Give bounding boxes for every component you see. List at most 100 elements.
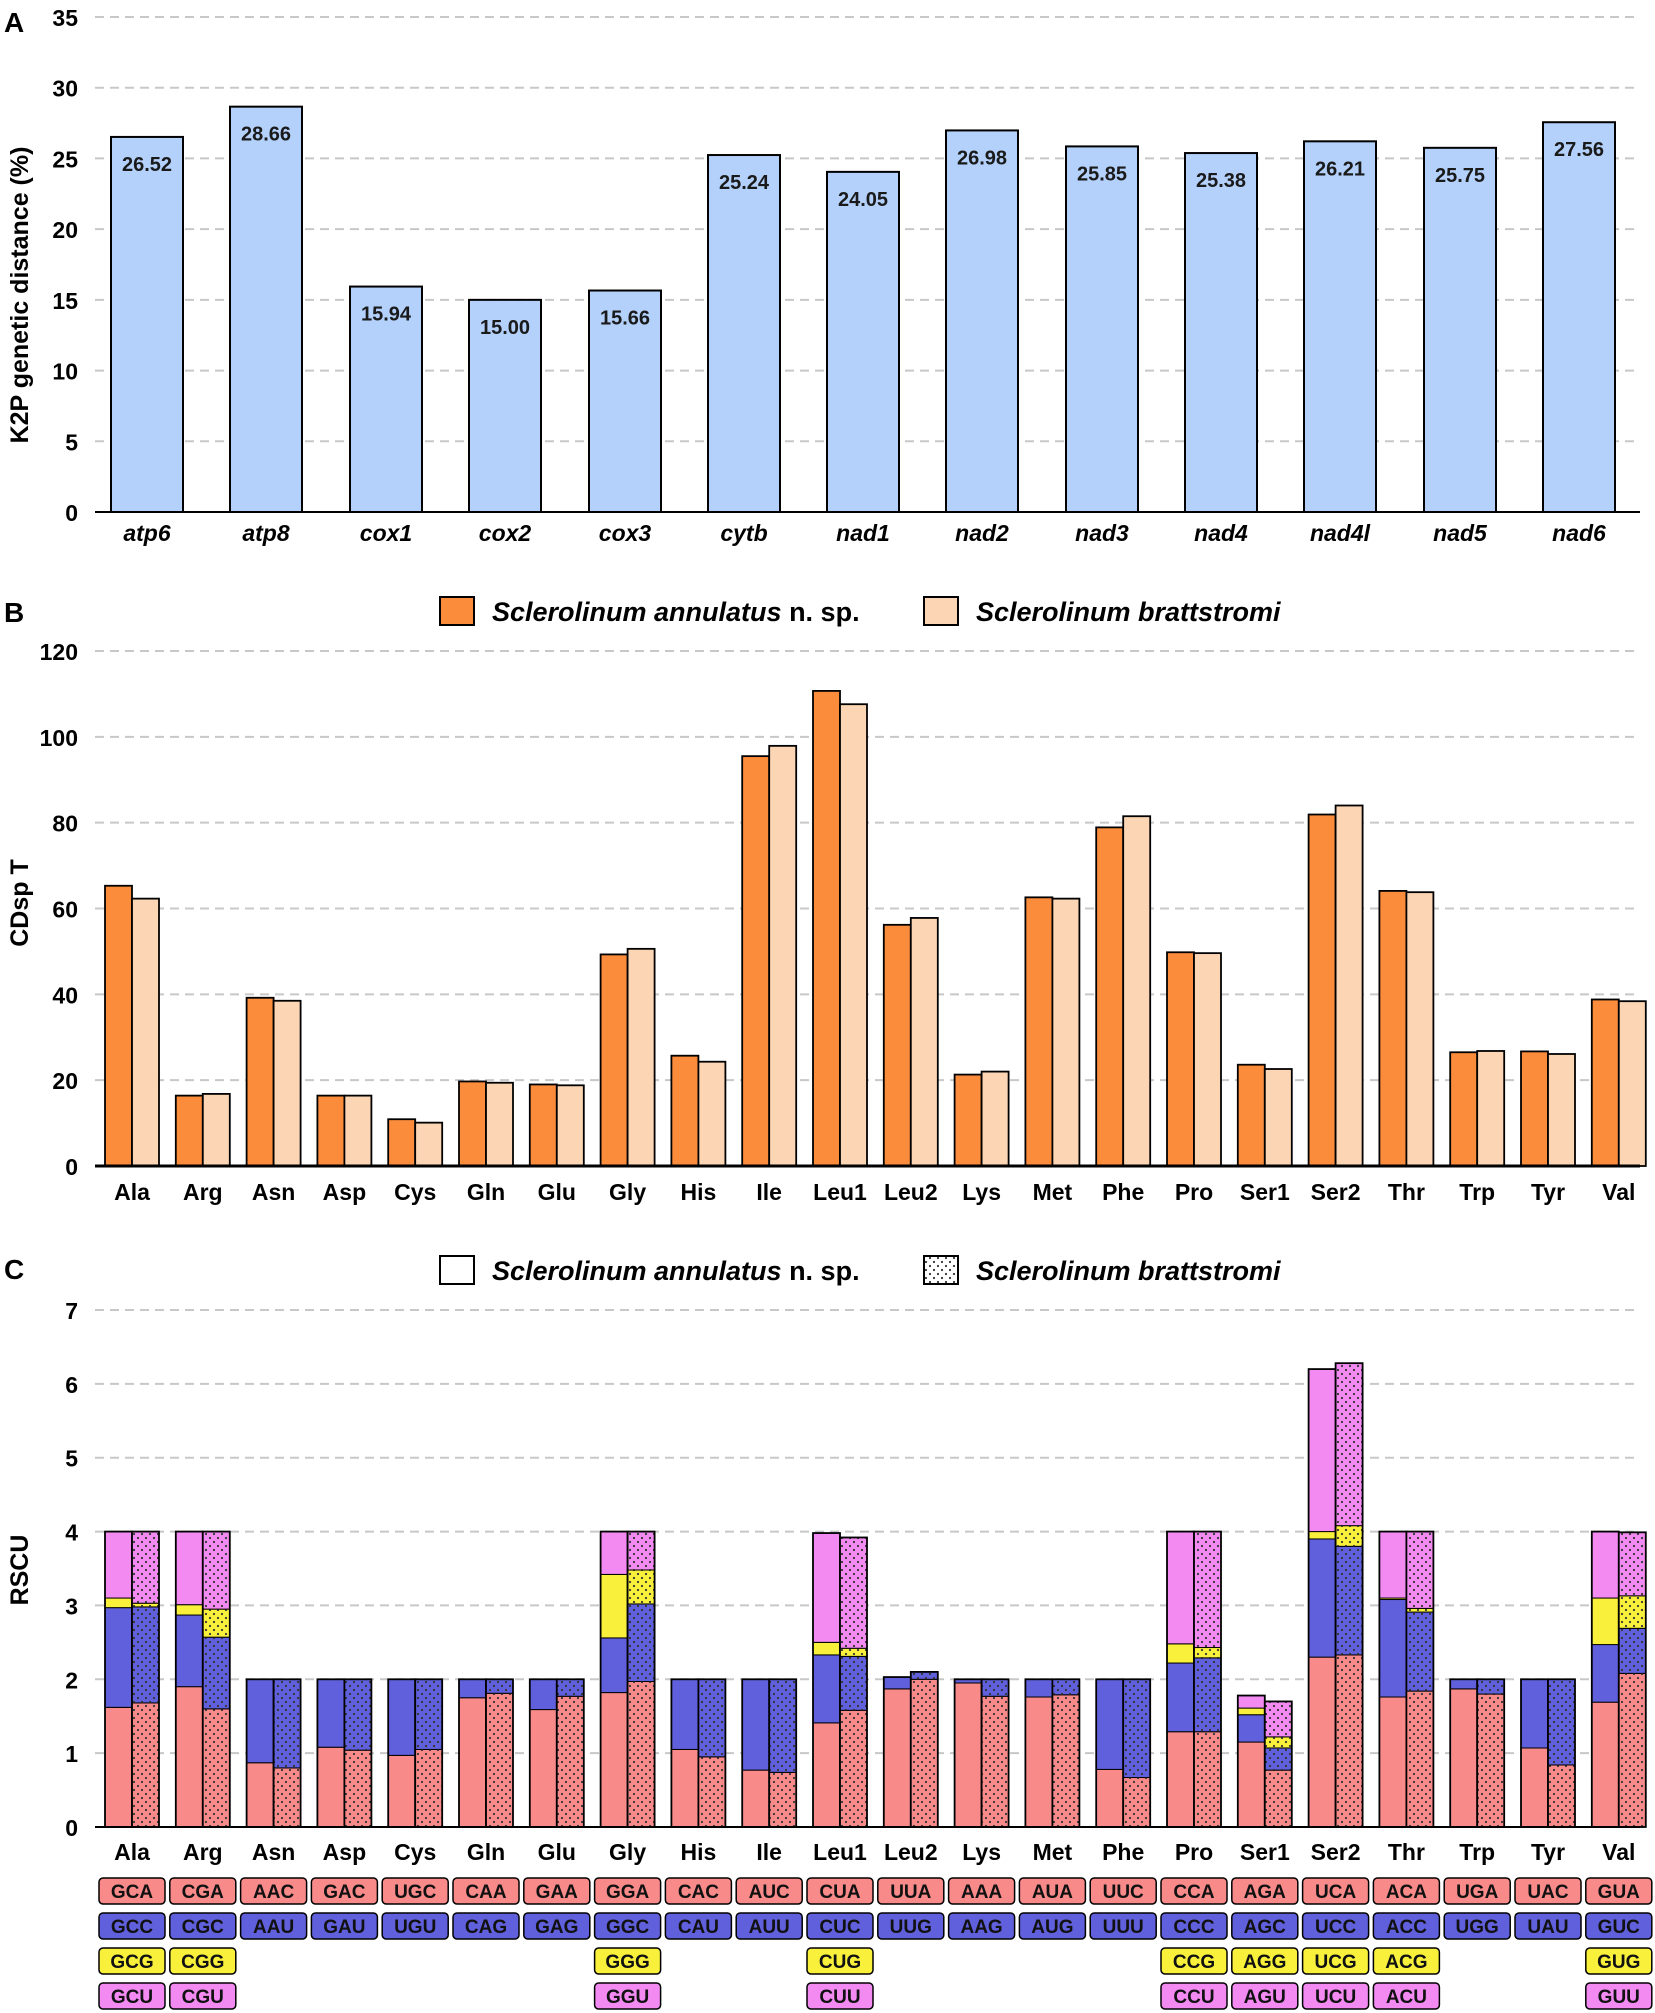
panel-a-x-tick: atp6 <box>123 520 171 546</box>
panel-b-bar <box>1476 1050 1506 1167</box>
codon-box-GAG <box>523 1912 591 1940</box>
codon-label: UCA <box>1315 1882 1356 1903</box>
panel-a-data-label: 15.66 <box>600 308 650 330</box>
codon-label: UUA <box>890 1882 931 1903</box>
panel-b-bar <box>1166 951 1195 1167</box>
panel-c-y-tick: 3 <box>65 1593 78 1619</box>
panel-b-bar <box>768 744 798 1167</box>
panel-b-y-tick-labels: 0 20 40 60 80 100 120 <box>40 639 78 1180</box>
panel-b-x-tick: Asn <box>252 1179 295 1205</box>
panel-c-segment-UCA <box>1308 1656 1337 1828</box>
panel-c-dotted-overlay <box>1194 1657 1221 1732</box>
panel-b-bar <box>1307 813 1337 1167</box>
panel-c-dotted-overlay <box>910 1679 938 1827</box>
codon-label: CGU <box>182 1987 224 2008</box>
panel-c-y-tick-labels: 0 1 2 3 4 5 6 7 <box>65 1298 78 1841</box>
panel-c-dotted-overlay <box>981 1696 1009 1827</box>
panel-c-dotted-overlay <box>1264 1701 1292 1737</box>
panel-c-segment-AGA <box>1237 1741 1266 1828</box>
legend-b-brattstromi-label: Sclerolinum brattstromi <box>976 597 1281 627</box>
panel-c-segment-CAC <box>670 1748 699 1828</box>
codon-box-GUA <box>1585 1877 1653 1905</box>
codon-box-AAU <box>239 1912 308 1940</box>
codon-box-UUA <box>877 1877 945 1905</box>
panel-c-segment-CUG <box>812 1641 841 1656</box>
panel-c-dotted-overlay <box>840 1710 867 1827</box>
panel-b-bar <box>1449 1051 1479 1167</box>
codon-box-GGU <box>593 1982 662 2010</box>
codon-label: GUA <box>1598 1882 1641 1903</box>
panel-c-segment-CUC <box>812 1654 841 1724</box>
codon-label: UAU <box>1527 1917 1568 1938</box>
panel-b-x-tick: Tyr <box>1531 1179 1565 1205</box>
codon-label: CCC <box>1173 1917 1214 1938</box>
panel-c-dotted-overlay <box>1618 1595 1646 1629</box>
panel-c-dotted-overlay <box>1335 1525 1363 1547</box>
codon-label: CCG <box>1173 1952 1215 1973</box>
panel-c-x-tick: Leu1 <box>813 1839 867 1865</box>
panel-b-bar <box>245 996 275 1167</box>
panel-c-dotted-overlay <box>1194 1647 1221 1658</box>
panel-c-segment-CCC <box>1166 1662 1195 1733</box>
codon-label: CAC <box>678 1882 719 1903</box>
panel-b-x-tick: Ser2 <box>1311 1179 1361 1205</box>
codon-box-UAC <box>1514 1877 1582 1905</box>
codon-label: GCC <box>111 1917 154 1938</box>
panel-c-x-tick: Ser2 <box>1311 1839 1361 1865</box>
codon-box-AAA <box>947 1877 1016 1905</box>
panel-c-segment-UUA <box>883 1688 912 1828</box>
codon-label: GAC <box>323 1882 366 1903</box>
panel-a-x-tick-labels: atp6 atp8 cox1 cox2 cox3 cytb nad1 nad2 nad3 nad4… <box>123 520 1606 546</box>
panel-c-segment-AGG <box>1237 1707 1266 1716</box>
panel-c-segment-GAC <box>316 1746 345 1828</box>
panel-a-bar <box>1423 146 1497 513</box>
panel-a-x-tick: cox1 <box>360 520 412 546</box>
panel-c-dotted-overlay <box>627 1531 655 1570</box>
panel-c-segment-GCU <box>104 1531 133 1599</box>
panel-c-segment-ACC <box>1378 1599 1407 1698</box>
codon-label: GUG <box>1597 1952 1640 1973</box>
panel-c-segment-CGA <box>175 1686 204 1828</box>
panel-a-y-tick: 30 <box>52 76 78 102</box>
panel-c-dotted-overlay <box>1123 1777 1151 1827</box>
panel-b-bar <box>1405 891 1435 1167</box>
panel-c-x-tick: Thr <box>1388 1839 1425 1865</box>
codon-box-GCU <box>98 1982 166 2010</box>
codon-label: UUU <box>1103 1917 1144 1938</box>
codon-label: GAG <box>535 1917 578 1938</box>
panel-a-y-tick: 15 <box>52 288 78 314</box>
panel-a-x-tick: nad1 <box>836 520 890 546</box>
panel-c-x-tick: Lys <box>962 1839 1001 1865</box>
panel-a-y-tick-labels: 0 5 10 15 20 25 30 35 <box>52 5 78 526</box>
codon-label: UGC <box>394 1882 437 1903</box>
panel-b-bar <box>1334 804 1364 1167</box>
panel-b: B Sclerolinum annulatus n. sp. Sclerolin… <box>4 596 1647 1205</box>
panel-c-segment-ACA <box>1378 1696 1407 1828</box>
codon-label: GUC <box>1598 1917 1641 1938</box>
codon-label: GCU <box>111 1987 153 2008</box>
codon-label: AAG <box>960 1917 1002 1938</box>
panel-b-bar <box>1547 1053 1576 1167</box>
panel-b-y-tick: 80 <box>52 811 78 837</box>
panel-c-segment-GAA <box>529 1709 558 1828</box>
panel-b-bar <box>1095 826 1125 1167</box>
panel-c-dotted-overlay <box>132 1531 159 1604</box>
panel-c-segment-ACU <box>1378 1531 1407 1599</box>
panel-c-segment-GUC <box>1591 1644 1620 1703</box>
panel-a-data-label: 25.85 <box>1077 163 1127 185</box>
legend-b-brattstromi-swatch <box>923 596 959 626</box>
panel-c-dotted-overlay <box>1477 1679 1505 1695</box>
panel-c-segment-CCU <box>1166 1531 1195 1645</box>
codon-box-CAC <box>664 1877 733 1905</box>
panel-c-segment-GCA <box>104 1706 133 1828</box>
panel-b-bar <box>1236 1063 1266 1167</box>
panel-c-x-tick-labels: Ala Arg Asn Asp Cys Gln Glu Gly His Ile Leu1 Leu2 Ly… <box>114 1839 1635 1865</box>
panel-a-data-label: 26.52 <box>122 154 172 176</box>
panel-b-bar <box>1024 896 1054 1167</box>
panel-c-segment-AUA <box>1024 1696 1053 1828</box>
legend-b-annulatus-label: Sclerolinum annulatus n. sp. <box>492 597 860 627</box>
panel-b-bar <box>272 999 302 1167</box>
panel-c-x-tick: Arg <box>183 1839 223 1865</box>
panel-b-bars <box>95 690 1647 1168</box>
codon-box-CUA <box>806 1877 874 1905</box>
